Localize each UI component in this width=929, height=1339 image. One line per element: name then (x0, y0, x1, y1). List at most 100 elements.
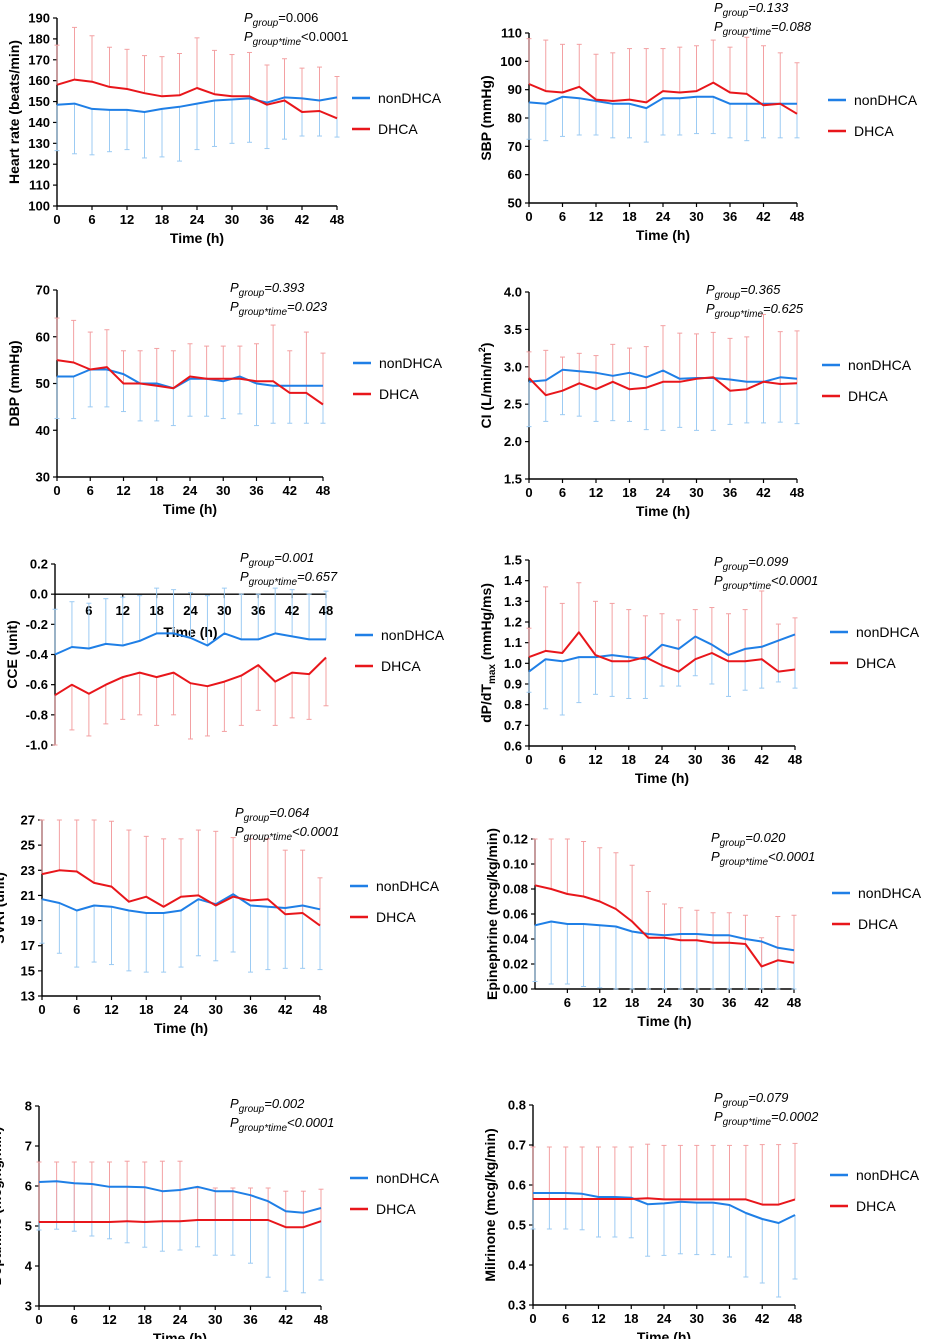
series-line-nondhca (528, 368, 798, 383)
y-axis-label: Dopamine (mcg/kg/min) (0, 1127, 4, 1286)
p-subscript: group*time (239, 307, 288, 318)
x-tick-label: 6 (73, 1002, 80, 1017)
y-tick-label: 1.5 (504, 472, 522, 487)
x-tick-label: 24 (655, 752, 670, 767)
legend-label-dhca: DHCA (376, 1201, 416, 1217)
y-tick-label: 90 (508, 82, 522, 97)
p-symbol: P (714, 554, 723, 569)
legend: nonDHCA DHCA (352, 90, 442, 137)
series-line-nondhca (38, 1180, 322, 1214)
x-tick-label: 24 (657, 995, 672, 1010)
y-tick-label: 13 (21, 989, 35, 1004)
x-tick-label: 42 (755, 752, 769, 767)
x-tick-label: 18 (625, 995, 639, 1010)
y-axis-label: CI (L/min/m2) (477, 343, 494, 429)
x-tick-label: 0 (35, 1312, 42, 1327)
x-tick-label: 18 (622, 752, 636, 767)
legend: nonDHCA DHCA (353, 355, 443, 402)
x-tick-label: 36 (722, 995, 736, 1010)
series-line-nondhca (56, 96, 338, 113)
y-tick-label: 0.00 (503, 982, 528, 997)
p-interaction-annotation: Pgroup*time=0.0002 (714, 1109, 819, 1128)
series-line-nondhca (528, 95, 797, 110)
y-tick-label: 0.6 (508, 1178, 526, 1193)
y-tick-label: 0.6 (504, 739, 522, 754)
x-tick-label: 24 (183, 483, 198, 498)
p-interaction-annotation: Pgroup*time<0.0001 (230, 1115, 334, 1134)
y-tick-label: 21 (21, 888, 35, 903)
p-value: =0.625 (763, 301, 804, 316)
x-tick-label: 18 (139, 1002, 153, 1017)
y-axis-label: CCE (unit) (4, 620, 20, 688)
x-tick-label: 6 (71, 1312, 78, 1327)
y-label-part: CI (L/min/m (478, 352, 494, 428)
x-tick-label: 48 (788, 1311, 802, 1326)
y-tick-label: 0.8 (504, 697, 522, 712)
series-line-dhca (56, 359, 324, 406)
x-tick-label: 36 (249, 483, 263, 498)
p-value: =0.657 (297, 569, 338, 584)
x-tick-label: 36 (723, 209, 737, 224)
y-tick-label: -0.6 (26, 677, 48, 692)
y-tick-label: 50 (508, 196, 522, 211)
chart-panel-10: 0.3 0.4 0.5 0.6 0.7 0.8 0 6 12 18 24 30 36 42 48 Time (… (482, 1090, 920, 1339)
y-tick-label: 170 (28, 52, 50, 67)
x-tick-label: 48 (790, 209, 804, 224)
p-value: =0.079 (748, 1090, 788, 1105)
p-group-annotation: Pgroup=0.099 (714, 554, 788, 573)
y-tick-label: 23 (21, 863, 35, 878)
p-value: =0.023 (287, 299, 328, 314)
legend: nonDHCA DHCA (830, 1167, 920, 1214)
y-tick-label: 0.3 (508, 1298, 526, 1313)
legend-label-dhca: DHCA (376, 909, 416, 925)
error-bars (532, 838, 797, 990)
p-subscript: group (239, 1104, 265, 1115)
p-subscript: group*time (723, 27, 772, 38)
p-interaction-annotation: Pgroup*time<0.0001 (235, 824, 339, 843)
x-tick-label: 24 (174, 1002, 189, 1017)
x-tick-label: 24 (656, 485, 671, 500)
p-subscript: group (723, 562, 749, 573)
x-tick-label: 0 (525, 752, 532, 767)
p-subscript: group*time (249, 577, 298, 588)
x-tick-label: 18 (138, 1312, 152, 1327)
p-symbol: P (230, 280, 239, 295)
error-bars (526, 582, 798, 716)
x-tick-label: 0 (525, 209, 532, 224)
x-tick-label: 48 (314, 1312, 328, 1327)
legend-label-dhca: DHCA (378, 121, 418, 137)
p-value: =0.0002 (771, 1109, 819, 1124)
y-tick-label: -0.2 (26, 617, 48, 632)
series-line-dhca (54, 656, 327, 697)
chart-panel-7: 13 15 17 19 21 23 25 27 0 6 12 18 24 30 36 42 48 Time (h)… (0, 805, 440, 1036)
x-tick-label: 30 (209, 1002, 223, 1017)
y-tick-label: 1.5 (504, 553, 522, 568)
y-tick-label: -1.0 (26, 738, 48, 753)
y-tick-label: 0.9 (504, 677, 522, 692)
x-tick-label: 48 (790, 485, 804, 500)
y-tick-label: 110 (29, 178, 50, 193)
x-tick-label: 42 (278, 1002, 292, 1017)
legend-label-nondhca: nonDHCA (854, 92, 918, 108)
p-value: <0.0001 (768, 849, 815, 864)
legend: nonDHCA DHCA (350, 878, 440, 925)
p-subscript: group (715, 290, 741, 301)
y-tick-label: 50 (36, 376, 50, 391)
x-tick-label: 42 (756, 485, 770, 500)
x-axis-label: Time (h) (637, 1013, 691, 1029)
p-symbol: P (235, 824, 244, 839)
p-interaction-annotation: Pgroup*time<0.0001 (244, 29, 348, 48)
y-tick-label: 100 (28, 199, 50, 214)
y-axis-label: SVRI (unit) (0, 872, 7, 944)
p-value: =0.064 (269, 805, 309, 820)
x-tick-label: 42 (295, 212, 309, 227)
y-tick-label: 0.02 (503, 957, 528, 972)
legend-label-dhca: DHCA (858, 916, 898, 932)
p-symbol: P (230, 1096, 239, 1111)
x-tick-label: 36 (722, 1311, 736, 1326)
legend: nonDHCA DHCA (355, 627, 445, 674)
legend-label-nondhca: nonDHCA (858, 885, 922, 901)
chart-panel-3: 30 40 50 60 70 0 6 12 18 24 30 36 42 48 Time (h) DBP (m… (6, 280, 443, 517)
x-tick-label: 6 (559, 485, 566, 500)
y-tick-label: 1.2 (504, 615, 522, 630)
